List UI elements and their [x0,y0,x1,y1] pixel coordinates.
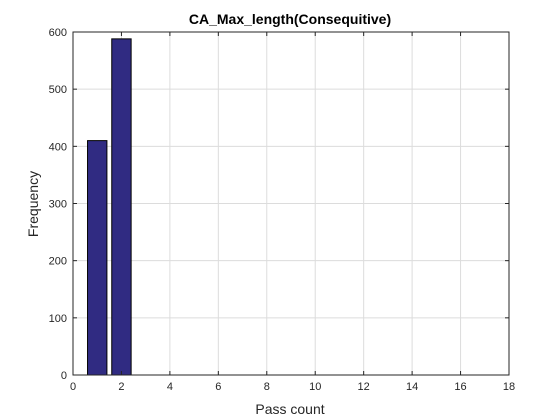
x-tick-label: 12 [358,381,370,393]
x-axis-ticks: 0 2 4 6 8 10 12 14 16 18 [70,32,515,393]
bar [87,140,108,376]
bar [111,38,132,376]
y-axis-ticks: 0 100 200 300 400 500 600 [49,27,509,382]
x-tick-label: 0 [70,381,76,393]
y-tick-label: 600 [49,27,67,39]
y-tick-label: 300 [49,199,67,211]
x-tick-label: 4 [167,381,173,393]
y-tick-label: 400 [49,141,67,153]
x-tick-label: 8 [264,381,270,393]
x-tick-label: 10 [309,381,321,393]
x-tick-label: 14 [406,381,418,393]
y-tick-label: 500 [49,84,67,96]
y-tick-label: 0 [61,370,67,382]
x-tick-label: 18 [503,381,515,393]
chart-title: CA_Max_length(Consequitive) [189,11,391,27]
y-tick-label: 100 [49,313,67,325]
x-tick-label: 16 [454,381,466,393]
y-axis-label: Frequency [25,171,41,237]
x-axis-label: Pass count [255,401,324,417]
x-tick-label: 2 [118,381,124,393]
y-tick-label: 200 [49,256,67,268]
x-tick-label: 6 [215,381,221,393]
